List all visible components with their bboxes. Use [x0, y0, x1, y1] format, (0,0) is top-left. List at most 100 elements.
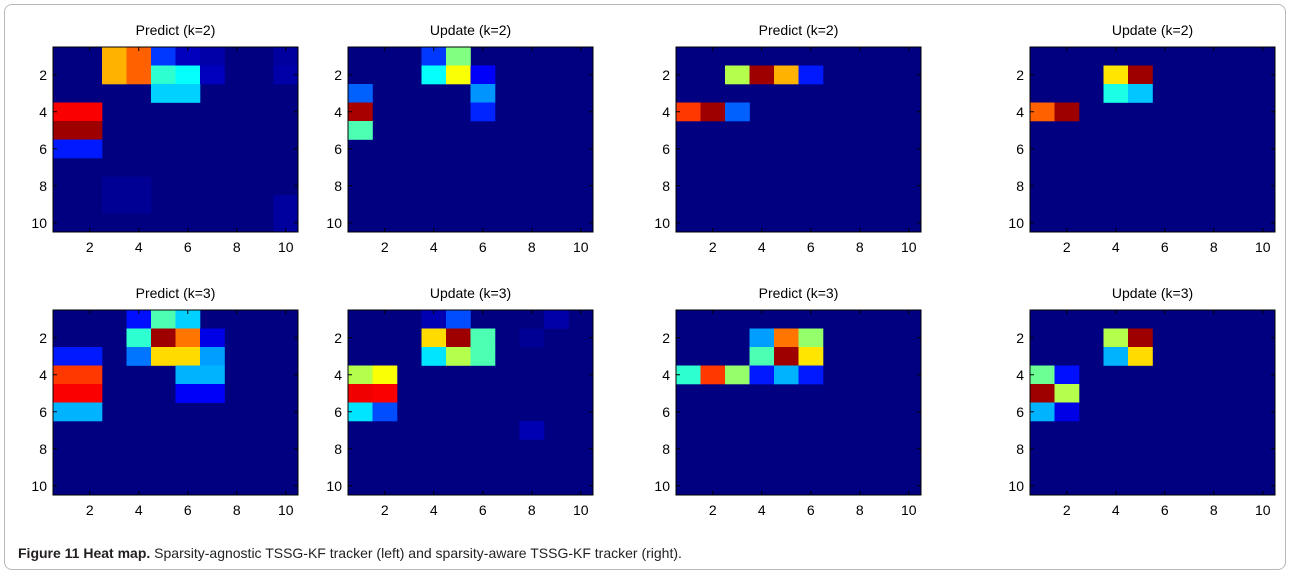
heatmap-cell — [53, 365, 78, 385]
axes-frame — [347, 309, 594, 496]
x-tick-label: 4 — [1112, 239, 1120, 255]
heatmap-cell — [372, 365, 398, 385]
heatmap-cell — [348, 84, 373, 103]
heatmap-cell — [774, 328, 799, 348]
heatmap-cell — [200, 65, 225, 85]
heatmap-cell — [1054, 365, 1080, 385]
y-tick-label: 10 — [326, 478, 342, 494]
heatmap-cell — [470, 102, 496, 122]
x-tick-label: 6 — [184, 239, 192, 255]
y-tick-label: 4 — [334, 104, 342, 120]
x-tick-label: 2 — [1063, 239, 1071, 255]
y-tick-label: 6 — [1016, 141, 1024, 157]
heatmap-panel-7: 2 4 6 8 10 2 4 6 8 10 Predict (k=3) — [654, 285, 922, 518]
panel-title: Update (k=2) — [430, 22, 511, 38]
panel-title: Update (k=3) — [430, 285, 511, 301]
y-tick-label: 2 — [39, 67, 47, 83]
axes-frame — [1029, 309, 1276, 496]
heatmap-cell — [273, 47, 299, 66]
heatmap-cell — [151, 310, 176, 329]
heatmap-cell — [1103, 84, 1129, 103]
heatmap-cell — [348, 402, 373, 422]
y-tick-label: 2 — [662, 67, 670, 83]
heatmap-cell — [175, 328, 201, 348]
heatmap-cell — [749, 365, 775, 385]
heatmap-cell — [725, 365, 750, 385]
heatmap-cell — [676, 365, 701, 385]
caption-text: Sparsity-agnostic TSSG-KF tracker (left)… — [154, 545, 682, 561]
caption-label: Figure 11 Heat map. — [18, 545, 151, 561]
heatmap-cell — [273, 213, 299, 233]
y-tick-label: 2 — [334, 67, 342, 83]
heatmap-cell — [77, 102, 103, 122]
y-tick-label: 10 — [654, 215, 670, 231]
heatmap-cell — [676, 102, 701, 122]
y-tick-label: 10 — [1008, 215, 1024, 231]
heatmap-cell — [126, 347, 152, 366]
y-tick-label: 2 — [39, 330, 47, 346]
heatmap-cell — [126, 47, 152, 66]
heatmap-cell — [1128, 328, 1153, 348]
heatmap-cell — [53, 139, 78, 159]
panel-title: Predict (k=2) — [136, 22, 216, 38]
heatmap-cell — [1054, 384, 1080, 403]
y-tick-label: 6 — [662, 141, 670, 157]
heatmap-cell — [77, 139, 103, 159]
heatmap-cell — [1030, 365, 1055, 385]
heatmap-cell — [53, 102, 78, 122]
y-tick-label: 2 — [1016, 330, 1024, 346]
y-tick-label: 8 — [334, 441, 342, 457]
heatmap-cell — [798, 347, 824, 366]
panel-title: Update (k=2) — [1112, 22, 1193, 38]
axes-frame — [1029, 46, 1276, 233]
heatmap-cell — [175, 365, 201, 385]
x-tick-label: 2 — [1063, 502, 1071, 518]
heatmap-panel-4: 2 4 6 8 10 2 4 6 8 10 Update (k=2) — [1008, 22, 1276, 255]
heatmap-cell — [700, 102, 726, 122]
x-tick-label: 6 — [479, 239, 487, 255]
x-tick-label: 6 — [184, 502, 192, 518]
heatmap-cell — [421, 65, 447, 85]
panel-title: Predict (k=3) — [136, 285, 216, 301]
heatmap-cell — [151, 65, 176, 85]
x-tick-label: 10 — [1255, 502, 1271, 518]
y-tick-label: 10 — [31, 478, 47, 494]
heatmap-panel-1: 2 4 6 8 10 2 4 6 8 10 Predict (k=2) — [31, 22, 299, 255]
y-tick-label: 2 — [662, 330, 670, 346]
heatmap-cell — [1054, 402, 1080, 422]
y-tick-label: 8 — [662, 178, 670, 194]
x-tick-label: 2 — [86, 502, 94, 518]
x-tick-label: 6 — [807, 239, 815, 255]
heatmap-cell — [470, 65, 496, 85]
heatmap-cell — [749, 65, 775, 85]
y-tick-label: 4 — [39, 104, 47, 120]
x-tick-label: 2 — [381, 239, 389, 255]
heatmap-cell — [421, 310, 447, 329]
y-tick-label: 2 — [334, 330, 342, 346]
heatmap-cell — [421, 328, 447, 348]
y-tick-label: 10 — [326, 215, 342, 231]
y-tick-label: 8 — [662, 441, 670, 457]
heatmap-cell — [200, 365, 225, 385]
heatmap-cell — [446, 310, 471, 329]
panel-title: Predict (k=2) — [759, 22, 839, 38]
x-tick-label: 2 — [381, 502, 389, 518]
heatmap-cell — [470, 347, 496, 366]
heatmap-cell — [200, 328, 225, 348]
x-tick-label: 6 — [807, 502, 815, 518]
y-tick-label: 2 — [1016, 67, 1024, 83]
heatmap-cell — [725, 65, 750, 85]
axes-frame — [52, 309, 299, 496]
x-tick-label: 2 — [709, 239, 717, 255]
x-tick-label: 8 — [856, 239, 864, 255]
x-tick-label: 4 — [430, 239, 438, 255]
heatmap-cell — [175, 347, 201, 366]
y-tick-label: 10 — [1008, 478, 1024, 494]
x-tick-label: 10 — [278, 239, 294, 255]
y-tick-label: 6 — [39, 141, 47, 157]
heatmap-cell — [348, 102, 373, 122]
heatmap-cell — [774, 365, 799, 385]
heatmap-cell — [519, 328, 545, 348]
x-tick-label: 4 — [135, 502, 143, 518]
